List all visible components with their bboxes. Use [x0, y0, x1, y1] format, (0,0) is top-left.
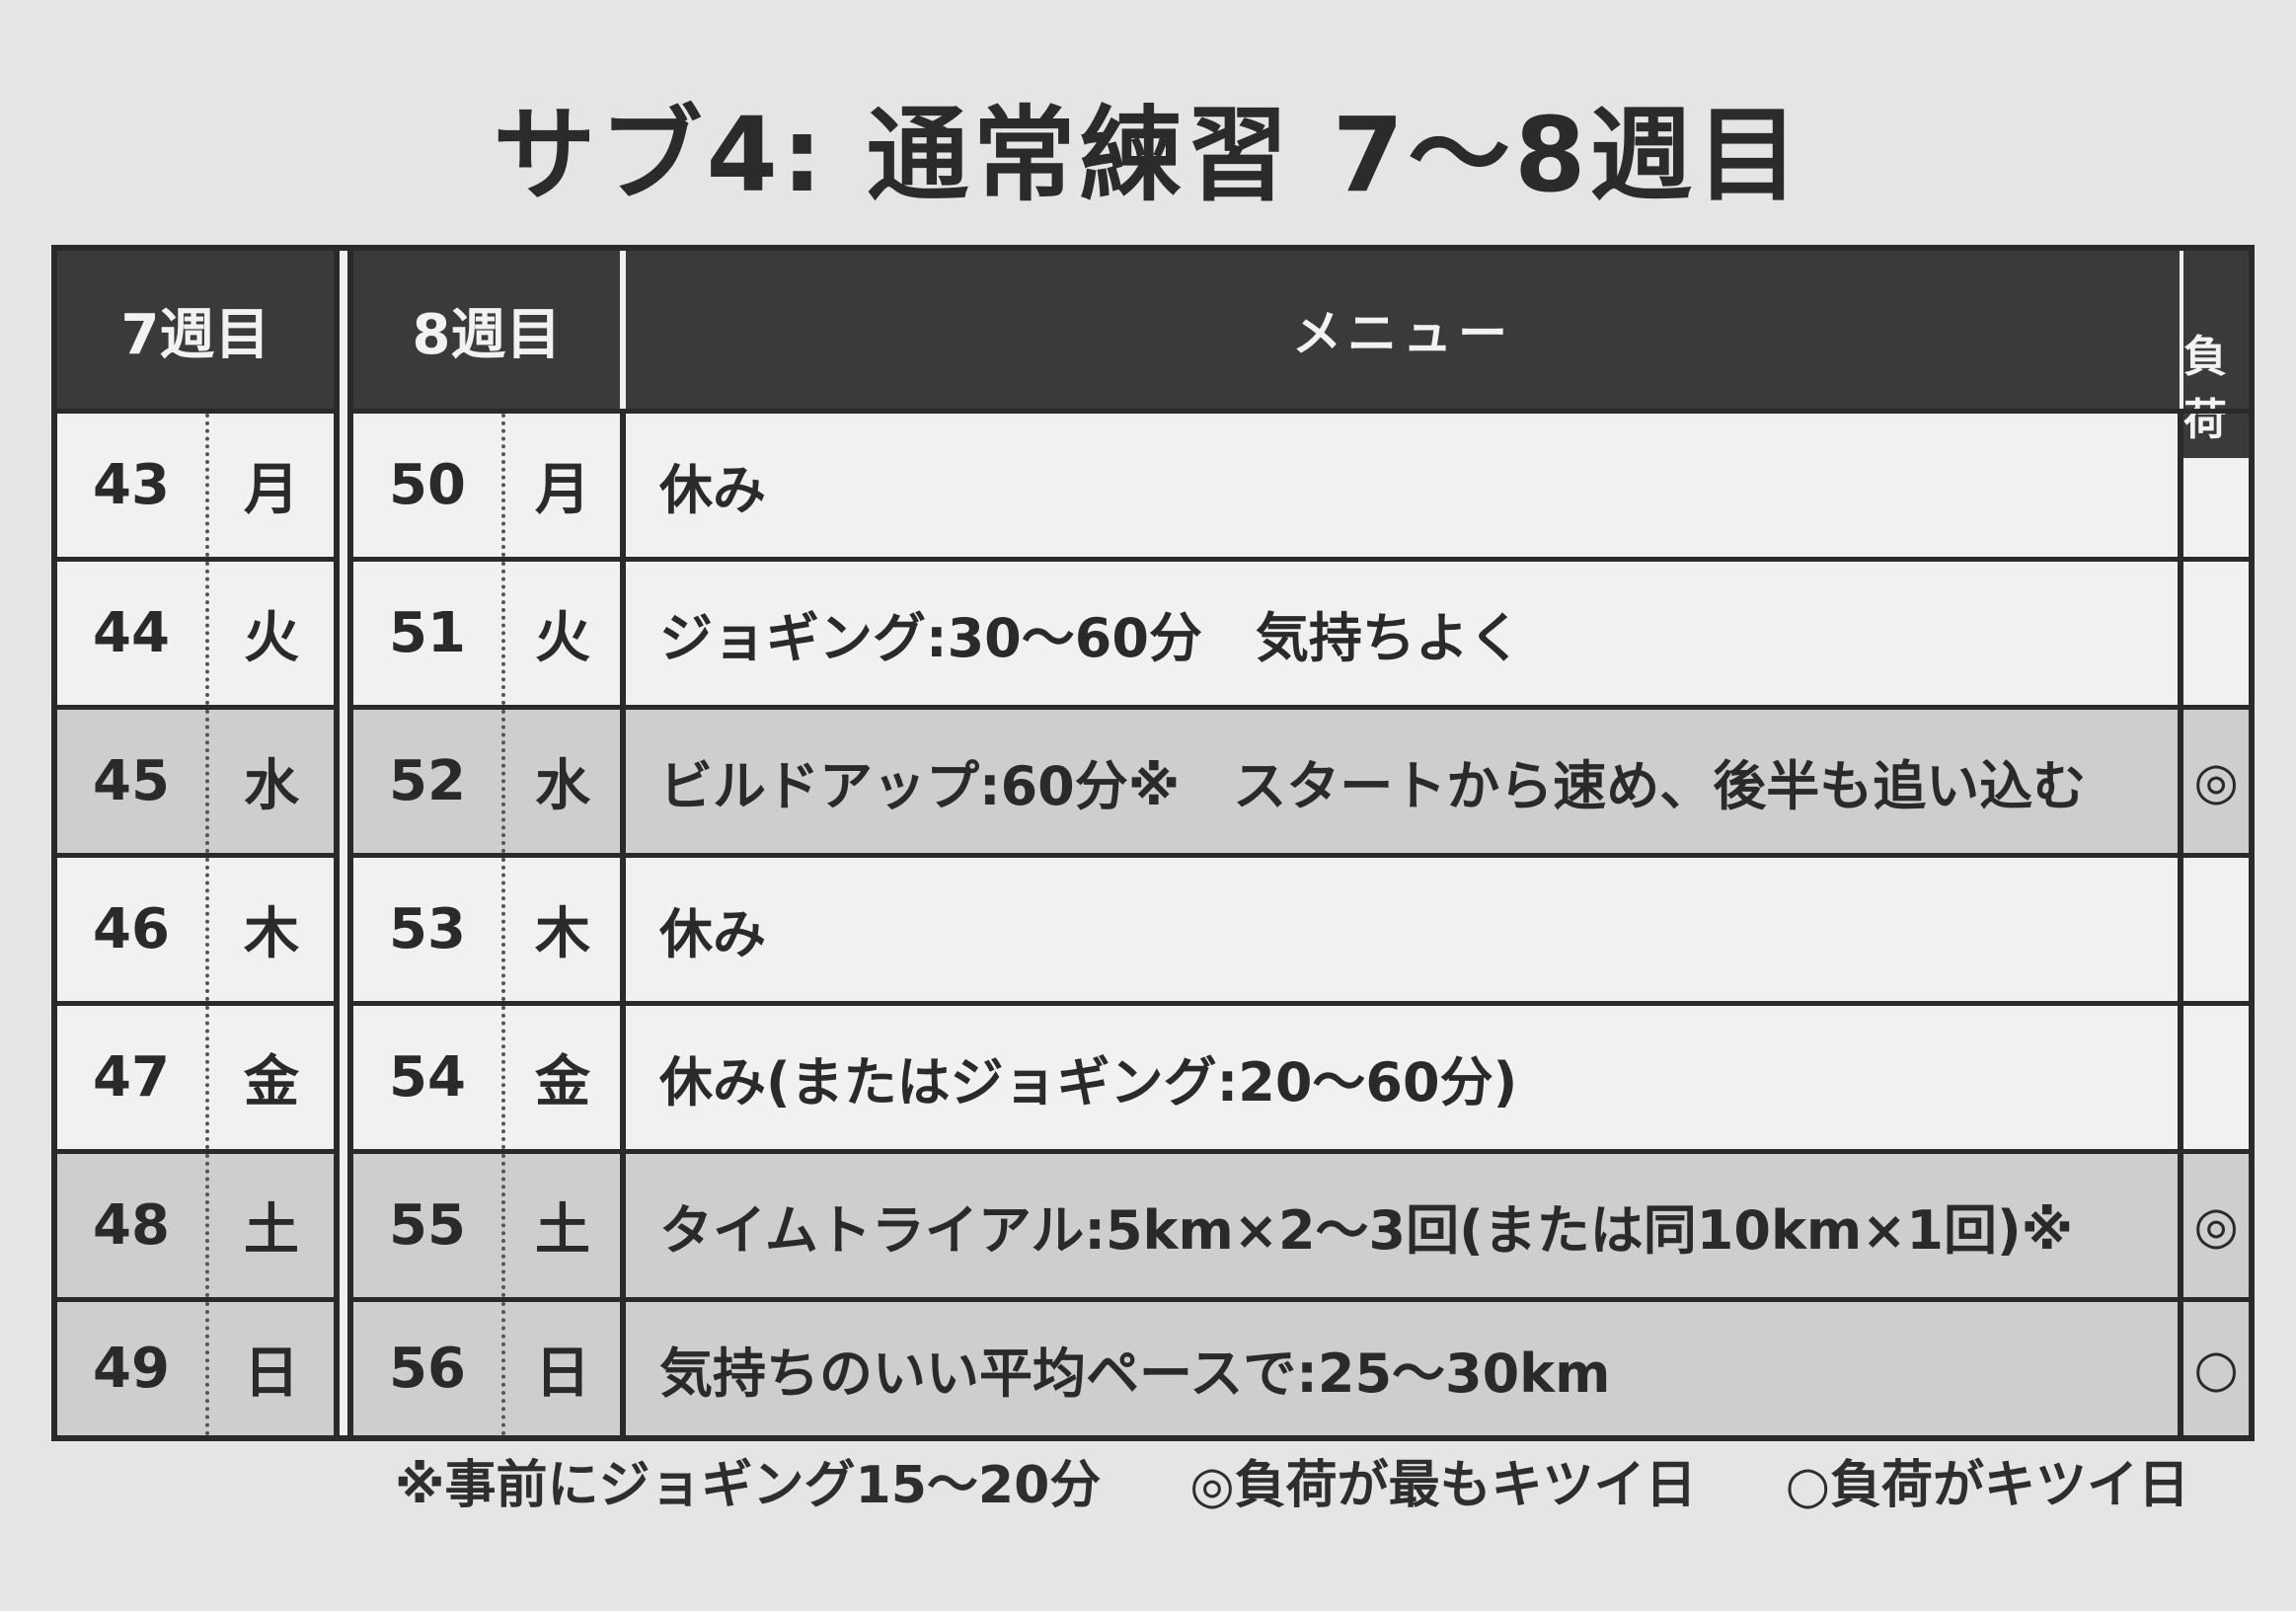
week7-weekday: 木	[205, 858, 334, 1001]
menu-text: 休み(またはジョギング:20〜60分)	[626, 1006, 2183, 1149]
page-title: サブ4: 通常練習 7〜8週目	[493, 95, 1803, 215]
footnote-jogging: ※事前にジョギング15〜20分	[395, 1456, 1102, 1515]
load-mark: ○	[2193, 1339, 2239, 1399]
week7-weekday: 月	[205, 414, 334, 557]
week7-day-number: 48	[93, 1193, 170, 1258]
week-divider	[334, 251, 353, 1435]
week7-day-number: 46	[93, 897, 170, 961]
training-schedule-table: 7週目 8週目 メニュー 負荷 43 月 50 月 休み 44 火 51 火 ジ…	[51, 245, 2255, 1441]
load-mark: ◎	[2193, 751, 2239, 811]
week7-weekday: 火	[205, 562, 334, 705]
menu-text: ジョギング:30〜60分 気持ちよく	[626, 562, 2183, 705]
week8-day-number: 53	[389, 897, 466, 961]
week8-weekday: 土	[501, 1154, 626, 1297]
week8-weekday: 木	[501, 858, 626, 1001]
week7-day-number: 47	[93, 1045, 170, 1110]
week8-weekday: 日	[501, 1302, 626, 1435]
table-row: 44 火 51 火 ジョギング:30〜60分 気持ちよく	[57, 557, 2249, 705]
week8-day-number: 50	[389, 453, 466, 517]
week8-day-number: 54	[389, 1045, 466, 1110]
week8-weekday: 火	[501, 562, 626, 705]
week7-weekday: 日	[205, 1302, 334, 1435]
header-week8: 8週目	[353, 251, 620, 409]
week7-weekday: 水	[205, 710, 334, 853]
table-row: 46 木 53 木 休み	[57, 853, 2249, 1001]
table-row: 43 月 50 月 休み	[57, 409, 2249, 557]
week7-weekday: 金	[205, 1006, 334, 1149]
menu-text: タイムトライアル:5km×2〜3回(または同10km×1回)※	[626, 1154, 2183, 1297]
table-row: 49 日 56 日 気持ちのいい平均ペースで:25〜30km ○	[57, 1297, 2249, 1435]
week8-day-number: 55	[389, 1193, 466, 1258]
week8-weekday: 金	[501, 1006, 626, 1149]
table-row: 47 金 54 金 休み(またはジョギング:20〜60分)	[57, 1001, 2249, 1149]
footnote-hardest-load: ◎負荷が最もキツイ日	[1189, 1456, 1697, 1515]
header-menu: メニュー	[626, 251, 2180, 409]
week7-day-number: 45	[93, 749, 170, 813]
load-mark	[2183, 414, 2249, 557]
week8-day-number: 52	[389, 749, 466, 813]
load-mark	[2183, 562, 2249, 705]
menu-text: 気持ちのいい平均ペースで:25〜30km	[626, 1302, 2183, 1435]
table-row: 45 水 52 水 ビルドアップ:60分※ スタートから速め、後半も追い込む ◎	[57, 705, 2249, 853]
header-load: 負荷	[2183, 251, 2249, 458]
week8-weekday: 水	[501, 710, 626, 853]
week7-day-number: 49	[93, 1337, 170, 1401]
legend-footnotes: ※事前にジョギング15〜20分 ◎負荷が最もキツイ日 ○負荷がキツイ日	[395, 1443, 2189, 1517]
week7-day-number: 44	[93, 601, 170, 665]
week8-day-number: 51	[389, 601, 466, 665]
week7-weekday: 土	[205, 1154, 334, 1297]
week8-weekday: 月	[501, 414, 626, 557]
load-mark	[2183, 858, 2249, 1001]
week8-day-number: 56	[389, 1337, 466, 1401]
load-mark: ◎	[2193, 1195, 2239, 1256]
menu-text: 休み	[626, 414, 2183, 557]
footnote-hard-load: ○負荷がキツイ日	[1785, 1456, 2190, 1515]
week7-day-number: 43	[93, 453, 170, 517]
table-row: 48 土 55 土 タイムトライアル:5km×2〜3回(または同10km×1回)…	[57, 1149, 2249, 1297]
load-mark	[2183, 1006, 2249, 1149]
menu-text: 休み	[626, 858, 2183, 1001]
menu-text: ビルドアップ:60分※ スタートから速め、後半も追い込む	[626, 710, 2183, 853]
header-week7: 7週目	[57, 251, 334, 409]
